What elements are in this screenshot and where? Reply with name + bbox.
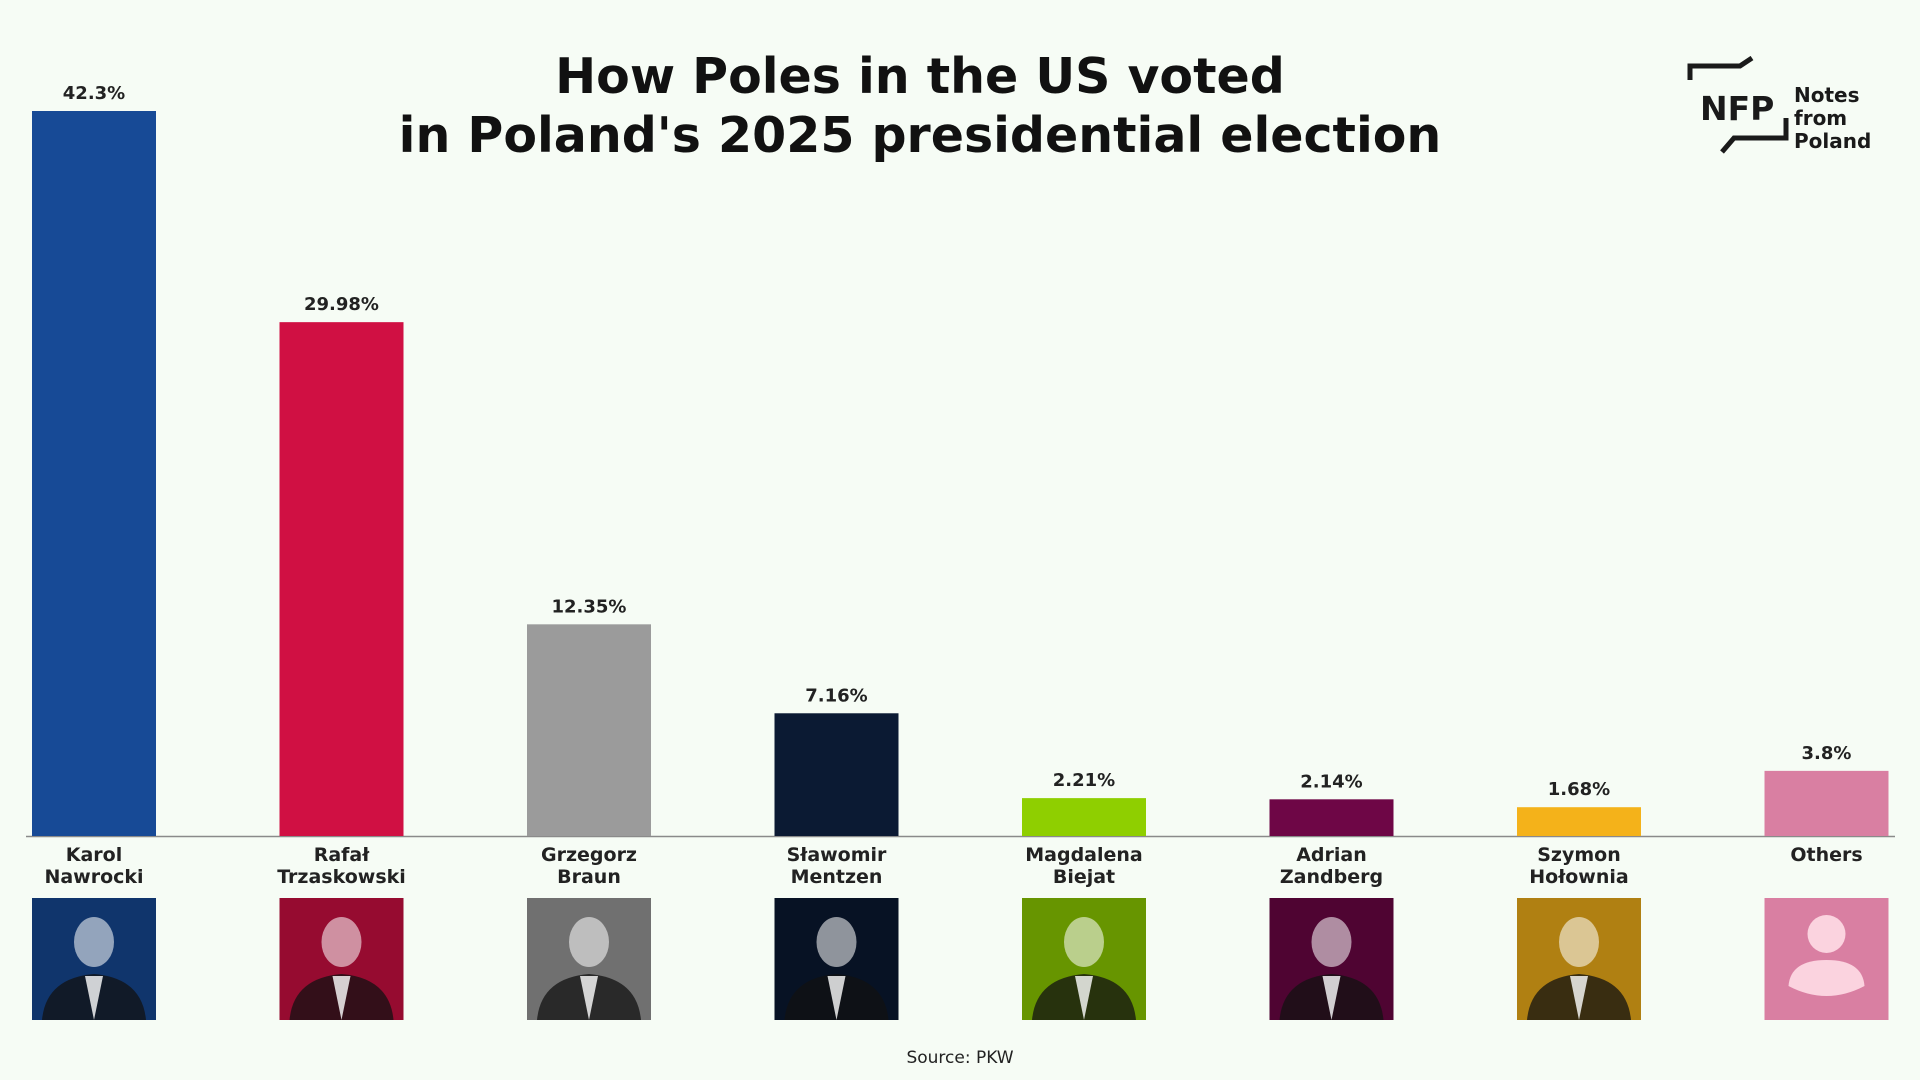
source-note: Source: PKW [906,1048,1014,1068]
person-placeholder-icon [1764,898,1889,1020]
bar [1269,799,1394,836]
bar [1517,807,1641,836]
bar [1764,770,1889,836]
nfp-logo-mark: NFP [1700,89,1774,128]
bar-value-label: 7.16% [805,685,867,706]
placeholder-body [1788,960,1865,996]
chart-title-line-2: in Poland's 2025 presidential election [398,107,1442,164]
nfp-logo-icon: NFP [1687,56,1789,154]
portrait-head [816,917,857,967]
bar-value-label: 42.3% [63,83,125,104]
category-label: Zandberg [1280,866,1383,888]
bar-value-label: 12.35% [552,596,627,617]
category-label: Hołownia [1529,866,1628,888]
bar [279,322,404,836]
candidate-portrait [1517,898,1641,1020]
category-label: Mentzen [791,866,883,888]
chart-title-line-1: How Poles in the US voted [555,48,1285,105]
category-label: Magdalena [1025,844,1143,866]
category-label: Braun [557,866,621,888]
portrait-shirt [827,976,846,1020]
bar-value-label: 3.8% [1802,743,1852,764]
portrait-shirt [332,976,351,1020]
placeholder-head [1807,915,1846,953]
nfp-logo: NFP Notes from Poland [1686,56,1896,160]
category-label: Nawrocki [44,866,143,888]
candidate-portrait [527,898,651,1020]
candidate-portrait [774,898,899,1020]
portrait-shirt [1322,976,1341,1020]
bar [1022,798,1146,836]
bar [527,624,651,836]
category-label: Adrian [1296,844,1367,866]
category-label: Biejat [1053,866,1115,888]
bar-value-label: 2.14% [1300,771,1362,792]
bar [32,111,156,836]
portrait-head [74,917,114,967]
category-label: Rafał [314,844,371,866]
portrait-shirt [580,976,598,1020]
candidate-portrait [32,898,156,1020]
portrait-shirt [1075,976,1093,1020]
bar [774,713,899,836]
category-label: Szymon [1537,844,1621,866]
portrait-shirt [1570,976,1588,1020]
portrait-head [1559,917,1599,967]
bar-value-label: 2.21% [1053,770,1115,791]
bar-value-label: 29.98% [304,294,379,315]
bar-value-label: 1.68% [1548,779,1610,800]
category-label: Sławomir [787,844,887,866]
category-label: Others [1790,844,1862,866]
portrait-head [1064,917,1104,967]
candidate-portrait [1269,898,1394,1020]
logo-wordmark: Notes from Poland [1794,84,1896,153]
category-label: Grzegorz [541,844,637,866]
category-label: Karol [66,844,122,866]
portrait-head [321,917,362,967]
portrait-head [569,917,609,967]
candidate-portrait [279,898,404,1020]
candidate-portrait [1022,898,1146,1020]
logo-text-line-2: Poland [1794,129,1872,153]
category-label: Trzaskowski [277,866,406,888]
portrait-shirt [85,976,103,1020]
logo-text-line-1: Notes from [1794,83,1860,130]
portrait-head [1311,917,1352,967]
